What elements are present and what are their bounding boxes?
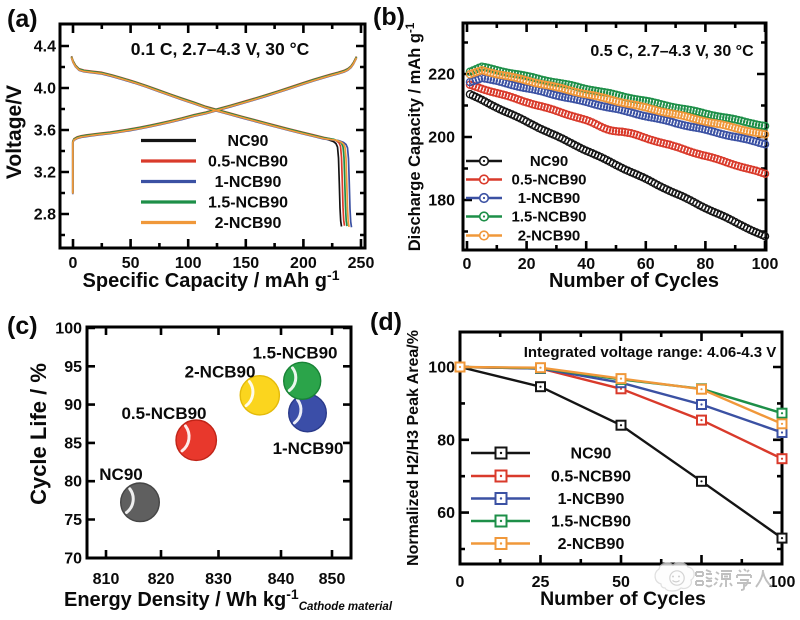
svg-text:850: 850 (319, 571, 346, 588)
svg-text:250: 250 (348, 255, 375, 272)
svg-text:150: 150 (232, 255, 259, 272)
svg-text:0.5-NCB90: 0.5-NCB90 (121, 404, 206, 423)
svg-text:75: 75 (64, 512, 82, 529)
svg-text:4.0: 4.0 (34, 81, 56, 98)
svg-text:200: 200 (290, 255, 317, 272)
svg-text:100: 100 (175, 255, 202, 272)
svg-text:60: 60 (437, 505, 455, 522)
svg-text:25: 25 (532, 574, 550, 591)
svg-text:2-NCB90: 2-NCB90 (215, 215, 282, 232)
svg-text:810: 810 (93, 571, 120, 588)
svg-text:3.2: 3.2 (34, 165, 56, 182)
svg-text:Specific Capacity / mAh g-1: Specific Capacity / mAh g-1 (83, 267, 340, 292)
svg-text:0: 0 (456, 574, 465, 591)
svg-text:Integrated voltage range: 4.06: Integrated voltage range: 4.06-4.3 V (524, 344, 777, 361)
svg-text:NC90: NC90 (530, 153, 568, 170)
svg-text:830: 830 (205, 571, 232, 588)
svg-text:2.8: 2.8 (34, 207, 56, 224)
svg-text:50: 50 (612, 574, 630, 591)
svg-text:NC90: NC90 (99, 465, 142, 484)
svg-text:70: 70 (64, 550, 82, 567)
svg-text:80: 80 (64, 474, 82, 491)
svg-text:1-NCB90: 1-NCB90 (518, 190, 581, 207)
svg-text:(c): (c) (7, 312, 38, 340)
svg-text:1-NCB90: 1-NCB90 (215, 174, 282, 191)
svg-text:840: 840 (268, 571, 295, 588)
svg-text:NC90: NC90 (571, 446, 612, 463)
svg-text:1-NCB90: 1-NCB90 (558, 491, 625, 508)
svg-text:Cycle Life / %: Cycle Life / % (26, 363, 51, 505)
svg-text:1.5-NCB90: 1.5-NCB90 (511, 209, 586, 226)
svg-text:90: 90 (64, 397, 82, 414)
svg-text:1.5-NCB90: 1.5-NCB90 (208, 195, 288, 212)
svg-text:1.5-NCB90: 1.5-NCB90 (551, 514, 631, 531)
svg-text:20: 20 (518, 256, 536, 273)
svg-text:(b): (b) (373, 3, 405, 31)
svg-text:Number of Cycles: Number of Cycles (549, 270, 719, 292)
svg-text:100: 100 (752, 256, 779, 273)
svg-text:40: 40 (577, 256, 595, 273)
svg-text:4.4: 4.4 (34, 39, 56, 56)
svg-text:80: 80 (697, 256, 715, 273)
svg-text:220: 220 (428, 67, 455, 84)
svg-text:200: 200 (428, 130, 455, 147)
svg-text:95: 95 (64, 359, 82, 376)
svg-text:1.5-NCB90: 1.5-NCB90 (252, 344, 337, 363)
svg-text:Discharge Capacity / mAh g-1: Discharge Capacity / mAh g-1 (405, 22, 424, 251)
svg-text:60: 60 (637, 256, 655, 273)
svg-text:(d): (d) (370, 308, 402, 336)
svg-text:0.1 C, 2.7–4.3 V, 30 °C: 0.1 C, 2.7–4.3 V, 30 °C (131, 39, 310, 59)
svg-text:85: 85 (64, 435, 82, 452)
svg-text:0: 0 (463, 256, 472, 273)
svg-text:2-NCB90: 2-NCB90 (558, 536, 625, 553)
svg-text:100: 100 (769, 574, 796, 591)
svg-text:(a): (a) (7, 5, 38, 33)
svg-text:NC90: NC90 (228, 133, 269, 150)
svg-text:0.5-NCB90: 0.5-NCB90 (208, 154, 288, 171)
svg-text:2-NCB90: 2-NCB90 (185, 363, 256, 382)
svg-text:Number of Cycles: Number of Cycles (540, 588, 706, 610)
svg-text:2-NCB90: 2-NCB90 (518, 228, 581, 245)
svg-text:0: 0 (69, 255, 78, 272)
svg-text:100: 100 (55, 321, 82, 338)
svg-text:820: 820 (148, 571, 175, 588)
svg-text:100: 100 (428, 360, 455, 377)
svg-text:180: 180 (428, 193, 455, 210)
svg-text:Normalized H2/H3 Peak Area/%: Normalized H2/H3 Peak Area/% (405, 330, 422, 566)
svg-text:80: 80 (437, 432, 455, 449)
svg-text:Voltage/V: Voltage/V (3, 85, 26, 179)
svg-text:3.6: 3.6 (34, 123, 56, 140)
svg-text:0.5-NCB90: 0.5-NCB90 (551, 469, 631, 486)
svg-text:1-NCB90: 1-NCB90 (273, 439, 344, 458)
svg-text:0.5-NCB90: 0.5-NCB90 (511, 172, 586, 189)
svg-text:50: 50 (122, 255, 140, 272)
svg-text:0.5 C, 2.7–4.3 V, 30 °C: 0.5 C, 2.7–4.3 V, 30 °C (590, 43, 754, 60)
